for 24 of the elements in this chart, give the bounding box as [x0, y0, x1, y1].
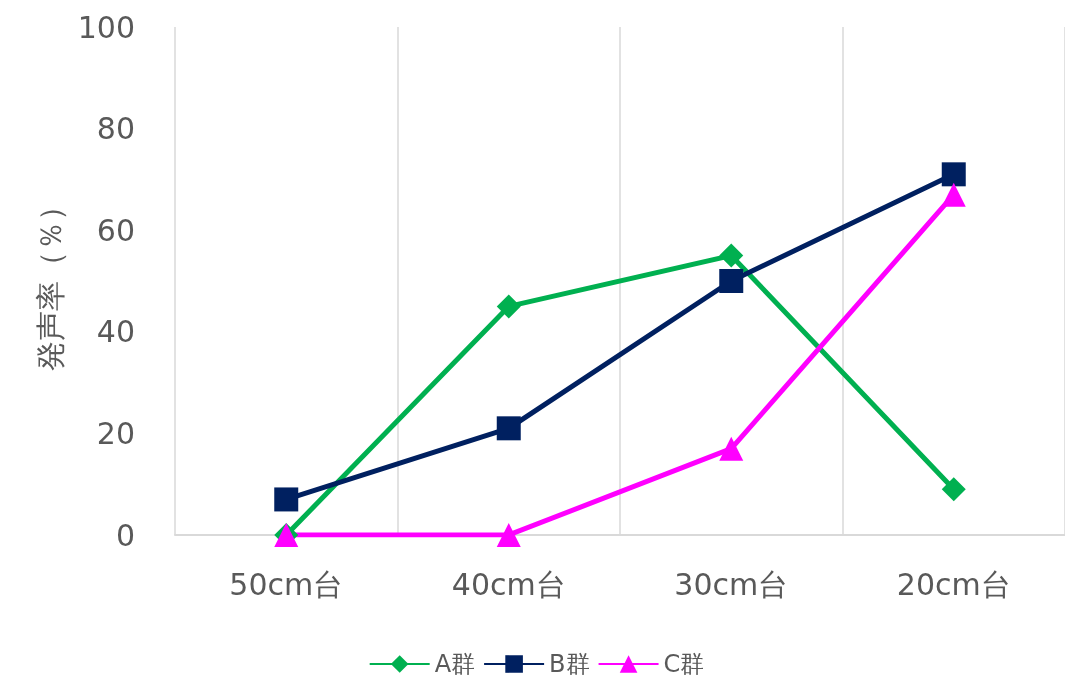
y-axis-title: 発声率（％）: [32, 191, 68, 371]
legend-label: C群: [663, 650, 705, 678]
y-tick-label: 100: [77, 9, 135, 45]
point: [496, 416, 521, 441]
x-tick-label: 20cm台: [896, 566, 1011, 602]
y-tick-label: 40: [96, 314, 135, 350]
y-tick-label: 80: [96, 111, 135, 147]
y-tick-label: 60: [96, 212, 135, 248]
x-tick-label: 30cm台: [674, 566, 789, 602]
point: [719, 243, 744, 268]
point: [496, 294, 521, 319]
point: [719, 269, 744, 293]
y-tick-label: 0: [115, 517, 135, 553]
legend-label: A群: [434, 650, 476, 678]
point: [941, 182, 966, 207]
point: [496, 523, 521, 547]
point: [941, 477, 966, 502]
point: [274, 487, 299, 512]
x-tick-label: 50cm台: [229, 566, 344, 602]
point: [941, 162, 966, 187]
point: [719, 436, 744, 461]
x-tick-label: 40cm台: [451, 566, 566, 602]
y-tick-label: 20: [96, 415, 135, 451]
legend-label: B群: [549, 650, 590, 678]
